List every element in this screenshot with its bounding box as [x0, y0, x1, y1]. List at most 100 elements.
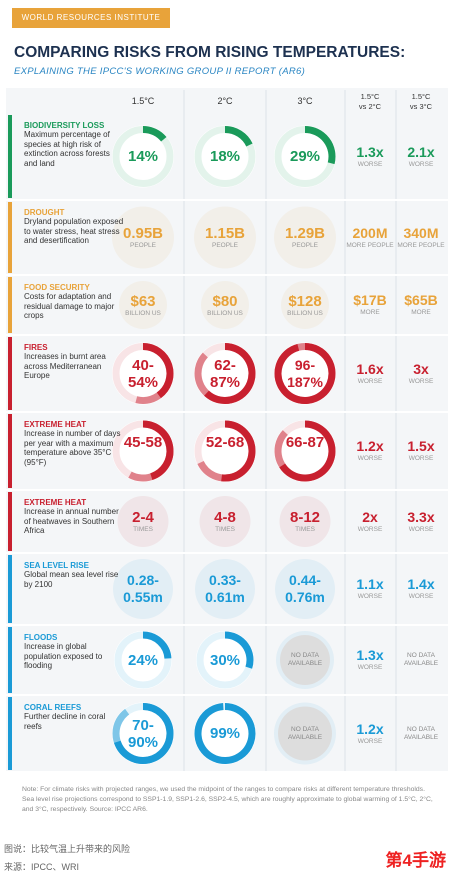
- comparison-sub: WORSE: [357, 737, 383, 745]
- comparison: 1.5x WORSE: [396, 438, 446, 462]
- cell: 45-58: [123, 434, 163, 451]
- cell-bg-circle: [194, 702, 256, 765]
- cell: 62-87%: [205, 357, 245, 391]
- row-strip: [8, 202, 12, 273]
- row-desc: Increase in global population exposed to…: [24, 642, 103, 670]
- comparison-sub: WORSE: [357, 160, 383, 168]
- comparison-label: NO DATA AVAILABLE: [403, 725, 439, 741]
- note: Note: For climate risks with projected r…: [22, 786, 433, 813]
- cell-label: 1.15B: [204, 225, 246, 242]
- row-desc: Further decline in coral reefs: [24, 712, 106, 731]
- cell-label: 14%: [127, 148, 159, 165]
- comparison-label: 1.2x: [356, 720, 384, 737]
- cell-label: 8-12: [289, 509, 321, 526]
- cell-bg-circle: [112, 342, 174, 405]
- row-label: EXTREME HEAT Increase in number of days p…: [24, 420, 124, 467]
- comparison-sub: MORE: [360, 309, 380, 316]
- cell-bg-circle: [114, 631, 172, 689]
- row-strip: [8, 697, 12, 770]
- cell-bg-circle: [274, 342, 336, 405]
- cell: 70-90%: [123, 717, 163, 751]
- row-label: EXTREME HEAT Increase in annual number of…: [24, 498, 124, 536]
- row-label: FIRES Increases in burnt area across Medi…: [24, 343, 124, 381]
- row-title: EXTREME HEAT: [24, 420, 87, 429]
- comparison: 2.1x WORSE: [396, 144, 446, 168]
- comparison-label: NO DATA AVAILABLE: [403, 652, 439, 667]
- cell-label: 4-8: [214, 509, 236, 526]
- row-label: DROUGHT Dryland population exposed to wat…: [24, 208, 124, 246]
- nd-circle: [278, 706, 332, 761]
- cell-sub: PEOPLE: [211, 242, 238, 249]
- ring-arc: [221, 420, 256, 482]
- cell-label: $63: [130, 292, 156, 310]
- cell: 96-187%: [285, 357, 325, 391]
- cell-bg-circle: [194, 125, 256, 188]
- row-desc: Maximum percentage of species at high ri…: [24, 130, 110, 168]
- cell-label: $80: [212, 292, 238, 310]
- cell: 18%: [205, 148, 245, 165]
- subtitle: EXPLAINING THE IPCC'S WORKING GROUP II R…: [14, 66, 306, 77]
- row-strip: [8, 337, 12, 410]
- cell: 24%: [123, 652, 163, 669]
- nd-circle: [280, 635, 330, 685]
- column-header: 1.5°C: [118, 96, 168, 106]
- watermark: 第4手游: [385, 851, 446, 870]
- cell-label: 30%: [209, 651, 241, 669]
- cell-label: 40-54%: [127, 356, 159, 391]
- column-top: 1.5°C: [131, 96, 155, 106]
- comparison-sub: MORE PEOPLE: [397, 241, 445, 249]
- cell-sub: BILLION US: [125, 309, 161, 317]
- cell-label: 24%: [127, 651, 159, 669]
- cell-label: 1.29B: [284, 225, 326, 242]
- cell: 0.44-0.76m: [275, 572, 335, 606]
- comparison-label: 3.3x: [407, 508, 435, 525]
- cell-label: NO DATA AVAILABLE: [287, 725, 323, 741]
- comparison: 200M MORE PEOPLE: [345, 225, 395, 249]
- cell-bg-circle: [199, 496, 251, 547]
- row-desc: Global mean sea level rise by 2100: [24, 570, 119, 589]
- cell-sub: PEOPLE: [291, 242, 318, 249]
- comparison-sub: WORSE: [408, 525, 434, 533]
- cell-bg-circle: [274, 420, 336, 482]
- row-label: FLOODS Increase in global population expo…: [24, 633, 124, 671]
- cell-bg-circle: [112, 206, 174, 269]
- ring-arc: [142, 420, 174, 481]
- cell-bg-circle: [194, 420, 256, 482]
- cell-bg-circle: [112, 420, 174, 482]
- row-title: FLOODS: [24, 633, 58, 642]
- cell-label: $128: [288, 292, 322, 310]
- cell-sub: TIMES: [295, 526, 315, 533]
- cell-label: 0.33-0.61m: [205, 572, 245, 605]
- cell-label: 70-90%: [127, 716, 159, 751]
- cell-bg-circle: [275, 559, 335, 619]
- ring-arc: [224, 126, 253, 147]
- comparison-label: 2.1x: [407, 143, 435, 160]
- comparison: 1.2x WORSE: [345, 438, 395, 462]
- column-bottom: vs 2°C: [358, 102, 382, 111]
- row-strip: [8, 627, 12, 693]
- cell: $128 BILLION US: [275, 293, 335, 317]
- row-desc: Increase in annual number of heatwaves i…: [24, 507, 119, 535]
- title: COMPARING RISKS FROM RISING TEMPERATURES…: [14, 44, 406, 61]
- column-header: 1.5°C vs 3°C: [396, 92, 446, 112]
- row-strip: [8, 115, 12, 198]
- cell: 14%: [123, 148, 163, 165]
- row-strip: [8, 555, 12, 623]
- cell-bg-circle: [117, 496, 169, 547]
- cell: $80 BILLION US: [195, 293, 255, 317]
- cell: 99%: [205, 725, 245, 742]
- comparison-sub: MORE: [411, 309, 431, 316]
- column-header: 3°C: [280, 96, 330, 106]
- ring-arc: [204, 343, 256, 404]
- cell: 1.15B PEOPLE: [195, 225, 255, 249]
- comparison-label: 1.2x: [356, 438, 384, 454]
- column-bottom: vs 3°C: [409, 102, 433, 111]
- column-top: 1.5°C: [360, 92, 380, 101]
- cell-label: 96-187%: [287, 356, 323, 390]
- cell-sub: BILLION US: [207, 309, 243, 317]
- row-desc: Increases in burnt area across Mediterra…: [24, 352, 106, 380]
- ring-arc: [142, 343, 174, 399]
- cell-bg-circle: [113, 559, 173, 619]
- row-label: BIODIVERSITY LOSS Maximum percentage of s…: [24, 121, 124, 168]
